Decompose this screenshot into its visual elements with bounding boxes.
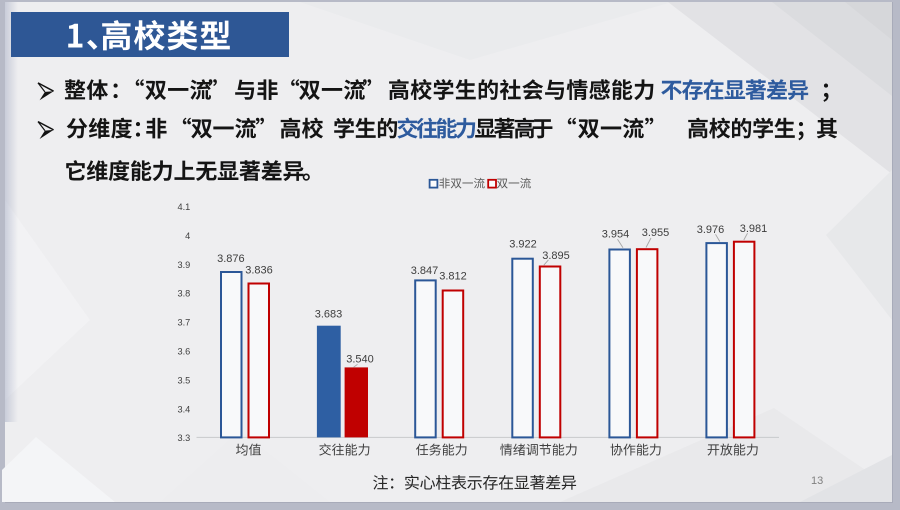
svg-text:3.9: 3.9	[178, 260, 191, 270]
svg-text:3.981: 3.981	[740, 223, 768, 235]
svg-text:3.683: 3.683	[315, 308, 343, 320]
svg-text:3.4: 3.4	[178, 404, 191, 414]
svg-text:3.6: 3.6	[178, 347, 191, 357]
svg-text:3.922: 3.922	[509, 239, 537, 251]
svg-text:3.895: 3.895	[542, 250, 570, 262]
svg-text:3.540: 3.540	[346, 353, 374, 365]
svg-text:3.812: 3.812	[439, 270, 467, 282]
svg-text:3.954: 3.954	[602, 228, 630, 240]
svg-text:3.3: 3.3	[178, 433, 191, 443]
svg-text:3.836: 3.836	[245, 264, 273, 276]
svg-text:3.847: 3.847	[411, 265, 439, 277]
svg-text:3.876: 3.876	[217, 253, 245, 265]
svg-text:4.1: 4.1	[178, 202, 191, 212]
svg-text:3.976: 3.976	[697, 224, 725, 236]
svg-text:3.955: 3.955	[642, 227, 670, 239]
svg-text:4: 4	[185, 231, 190, 241]
svg-text:3.5: 3.5	[178, 375, 191, 385]
svg-text:3.7: 3.7	[178, 318, 191, 328]
svg-text:3.8: 3.8	[178, 289, 191, 299]
svg-text:13: 13	[811, 475, 823, 487]
